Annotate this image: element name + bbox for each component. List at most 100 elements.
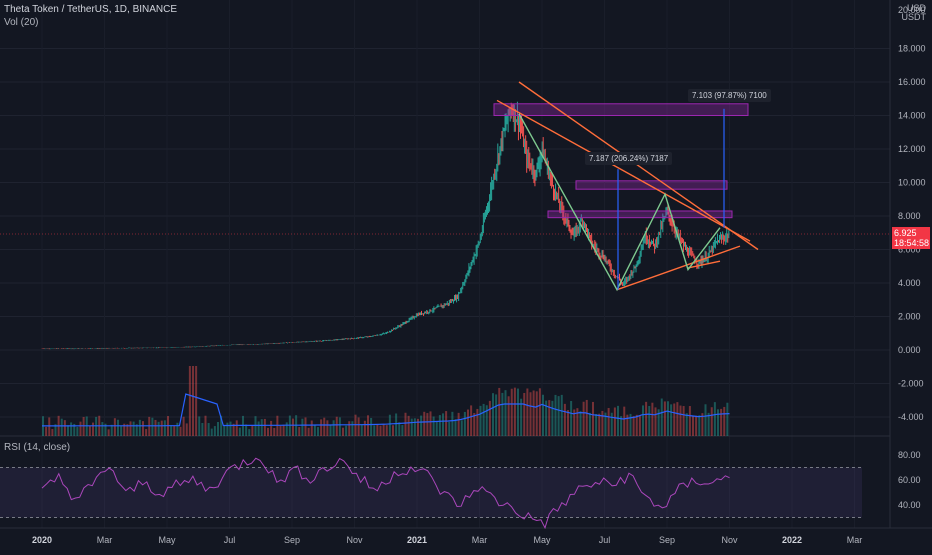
volume-bar [595, 413, 598, 436]
volume-bar [429, 411, 432, 436]
x-tick-label: Jul [599, 535, 611, 545]
x-tick-label: 2022 [782, 535, 802, 545]
volume-bar [604, 412, 607, 436]
volume-bar [720, 408, 723, 436]
volume-bar [510, 388, 513, 436]
volume-bar [626, 414, 629, 436]
currency-line-usdt: USDT [901, 12, 927, 22]
volume-bar [348, 421, 351, 436]
volume-bar [285, 422, 288, 436]
last-price-tag: 6.925 18:54:58 [892, 227, 930, 249]
volume-bar [273, 428, 276, 436]
volume-bar [204, 415, 207, 436]
volume-bar [670, 404, 673, 436]
volume-bar [79, 421, 82, 436]
volume-bar [520, 398, 523, 436]
volume-bar [513, 387, 516, 436]
volume-bar [192, 366, 194, 436]
volume-bar [698, 415, 701, 436]
measure-annotation-2[interactable]: 7.103 (97.87%) 7100 [688, 89, 771, 102]
x-tick-label: Sep [284, 535, 300, 545]
volume-bar [638, 415, 641, 436]
volume-bar [417, 418, 419, 436]
volume-bar [254, 416, 257, 436]
last-price-value: 6.925 [894, 228, 917, 238]
volume-bar [573, 409, 576, 436]
x-tick-label: 2021 [407, 535, 427, 545]
measure-annotation-1[interactable]: 7.187 (206.24%) 7187 [585, 152, 673, 165]
volume-bar [588, 412, 591, 436]
volume-bar [601, 410, 604, 436]
volume-bar [410, 418, 413, 436]
volume-bar [467, 409, 469, 436]
volume-ma-line [42, 393, 730, 427]
volume-bar [685, 413, 688, 436]
volume-bar [217, 421, 219, 436]
volume-bar [292, 418, 294, 436]
volume-bar [245, 424, 248, 436]
trend-line-lower [616, 245, 741, 291]
volume-bar [154, 419, 157, 436]
volume-bar [117, 419, 119, 436]
volume-bar [645, 401, 648, 436]
resistance-zone [575, 180, 728, 190]
volume-bar [345, 425, 348, 436]
volume-bar [63, 420, 66, 436]
volume-bar [176, 422, 179, 436]
volume-bar [413, 418, 416, 436]
volume-bar [263, 418, 266, 436]
volume-bar [260, 419, 263, 436]
x-tick-label: Jul [224, 535, 236, 545]
volume-bar [404, 412, 407, 436]
volume-bar [313, 424, 316, 436]
volume-bar [163, 420, 166, 436]
volume-bar [707, 412, 710, 436]
volume-bar [557, 396, 560, 436]
currency-label[interactable]: USD USDT [902, 4, 927, 22]
volume-bar [135, 424, 138, 436]
volume-bar [482, 403, 485, 436]
volume-bar [657, 409, 660, 436]
volume-bar [170, 425, 173, 436]
volume-bar [460, 420, 463, 436]
trend-line-mid [496, 99, 751, 242]
volume-bar [182, 416, 185, 436]
volume-bar [473, 413, 476, 436]
volume-bar [710, 407, 713, 436]
volume-bar [582, 401, 585, 436]
volume-bar [257, 421, 260, 436]
volume-bar [323, 417, 326, 436]
volume-bar [251, 425, 254, 436]
volume-bar [235, 420, 238, 436]
volume-bar [476, 408, 479, 436]
volume-bar [238, 427, 241, 436]
volume-bar [632, 416, 635, 436]
volume-bar [379, 425, 382, 436]
currency-line-usd: USD [906, 3, 926, 13]
volume-bar [310, 420, 313, 436]
price-tick-label: -4.000 [898, 412, 924, 422]
volume-bar [335, 416, 338, 436]
volume-bar [492, 393, 494, 436]
volume-bar [613, 407, 616, 436]
volume-bar [160, 420, 163, 436]
rsi-line [41, 457, 730, 530]
volume-bar [523, 392, 526, 436]
volume-bar [232, 423, 235, 436]
volume-bar [363, 420, 366, 436]
volume-bar [607, 408, 610, 436]
volume-bar [326, 420, 329, 436]
volume-bar [210, 428, 213, 436]
volume-bar [373, 425, 376, 436]
volume-bar [360, 424, 363, 436]
volume-bar [248, 429, 251, 436]
volume-bar [635, 414, 638, 436]
volume-bar [51, 429, 54, 436]
resistance-zone [547, 210, 733, 219]
volume-bar [579, 411, 582, 436]
volume-bar [598, 413, 601, 436]
volume-bar [673, 403, 676, 436]
price-tick-label-top: 20.000 [898, 5, 926, 15]
